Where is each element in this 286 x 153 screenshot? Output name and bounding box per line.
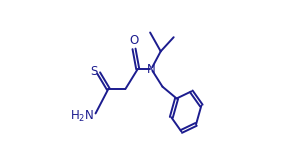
Text: N: N [147,63,156,76]
Text: O: O [129,34,138,47]
Text: H$_2$N: H$_2$N [70,109,94,124]
Text: S: S [90,65,98,78]
